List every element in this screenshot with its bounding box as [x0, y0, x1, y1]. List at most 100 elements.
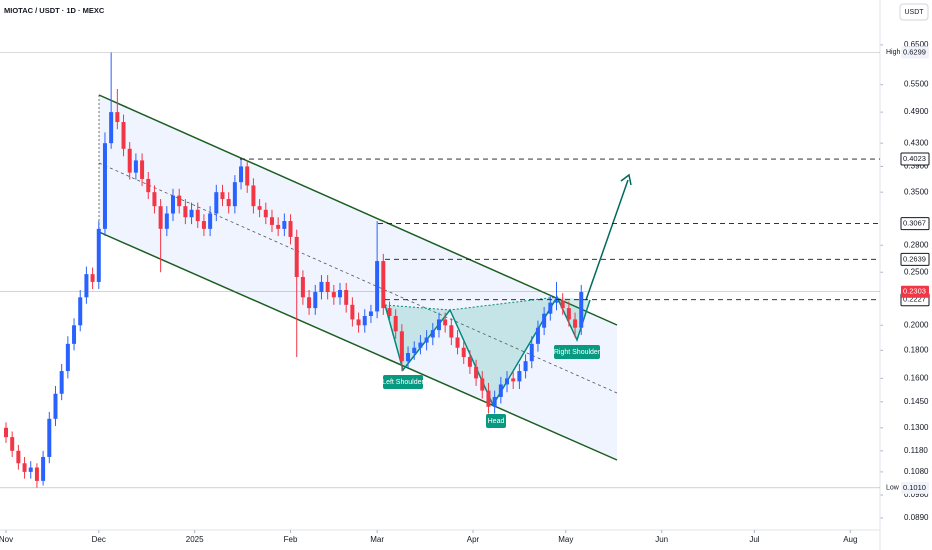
candle-body	[443, 319, 448, 326]
x-tick-label: Apr	[467, 535, 480, 544]
channel-mid	[98, 162, 618, 394]
candle-body	[28, 467, 33, 472]
y-tick-label: 0.1180	[904, 446, 928, 455]
channel-upper	[98, 94, 618, 326]
candle-body	[350, 304, 355, 320]
x-tick-label: Mar	[370, 535, 384, 544]
level-label: 0.2639	[903, 254, 926, 263]
arrow-head	[620, 173, 632, 186]
candle-body	[121, 122, 126, 149]
low-label: Low	[886, 485, 900, 492]
candle-body	[245, 166, 250, 186]
level-label: 0.3067	[903, 219, 926, 228]
currency-button[interactable]	[899, 3, 929, 21]
candle-body	[164, 213, 169, 229]
candle-body	[307, 297, 312, 309]
candle-body	[399, 331, 404, 362]
y-tick-label: 0.1300	[904, 423, 929, 432]
candle-body	[486, 390, 491, 407]
neckline	[384, 296, 558, 311]
candle-body	[96, 228, 101, 282]
candle-body	[158, 206, 163, 229]
candle-body	[102, 143, 107, 229]
candle-body	[418, 342, 423, 348]
candle-body	[288, 221, 293, 237]
y-tick-label: 0.3500	[904, 187, 929, 196]
candle-body	[171, 195, 176, 214]
candle-body	[406, 353, 411, 362]
candle-body	[177, 195, 182, 207]
candle-body	[535, 327, 540, 344]
candle-body	[41, 456, 46, 481]
channel-lower	[98, 231, 618, 461]
candle-body	[282, 221, 287, 229]
candle-body	[59, 371, 64, 394]
candle-body	[189, 209, 194, 218]
candle-body	[368, 311, 373, 316]
high-value: 0.6299	[903, 47, 926, 56]
candle-body	[313, 292, 318, 309]
candle-body	[529, 343, 534, 362]
candle-body	[523, 361, 528, 372]
x-tick-label: Feb	[284, 535, 298, 544]
candle-body	[492, 396, 497, 407]
pattern-fill	[450, 297, 557, 405]
candle-body	[195, 209, 200, 222]
annotation: Head	[488, 418, 505, 425]
candle-body	[10, 437, 15, 451]
candle-body	[548, 302, 553, 314]
y-tick-label: 0.1080	[904, 467, 929, 476]
candle-body	[263, 209, 268, 218]
candle-body	[3, 427, 8, 438]
x-tick-label: 2025	[186, 535, 204, 544]
last-price-label: 0.2303	[903, 287, 926, 296]
candle-body	[566, 308, 571, 320]
candle-body	[467, 357, 472, 367]
drawings	[98, 94, 632, 461]
candle-body	[387, 308, 392, 316]
candle-body	[269, 217, 274, 225]
target-arrow	[585, 179, 629, 301]
low-value: 0.1010	[903, 483, 926, 492]
candle-body	[319, 281, 324, 293]
candle-body	[362, 315, 367, 326]
y-tick-label: 0.6500	[904, 40, 929, 49]
y-tick-label: 0.1450	[904, 397, 929, 406]
candle-body	[505, 378, 510, 385]
candle-body	[579, 292, 584, 328]
candle-body	[436, 319, 441, 331]
x-tick-label: Aug	[843, 535, 857, 544]
candle-body	[430, 330, 435, 338]
x-tick-label: Dec	[92, 535, 106, 544]
y-tick-label: 0.0890	[904, 513, 929, 522]
candle-body	[72, 325, 77, 344]
y-tick-label: 0.2800	[904, 240, 929, 249]
candle-body	[16, 450, 21, 464]
channel-fill	[99, 95, 617, 460]
candle-body	[338, 289, 343, 298]
candle-body	[208, 213, 213, 229]
y-tick-label: 0.2500	[904, 267, 929, 276]
candle-body	[257, 206, 262, 210]
y-tick-label: 0.5500	[904, 80, 929, 89]
candle-body	[325, 281, 330, 293]
candle-body	[331, 292, 336, 298]
y-tick-label: 0.1600	[904, 374, 929, 383]
candle-body	[78, 297, 83, 326]
y-tick-label: 0.0980	[904, 490, 929, 499]
annotation-box	[486, 414, 506, 428]
candle-body	[47, 418, 52, 457]
y-tick-label: 0.1800	[904, 345, 929, 354]
candle-body	[294, 236, 299, 278]
candle-body	[300, 277, 305, 298]
candle-body	[344, 289, 349, 305]
candle-body	[449, 325, 454, 338]
annotation-box	[383, 375, 423, 389]
high-label: High	[886, 49, 901, 56]
annotations: Left Shoulder Head Right Shoulder	[382, 345, 601, 428]
candle-body	[53, 393, 58, 419]
currency[interactable]: USDT	[904, 9, 924, 16]
candle-body	[34, 467, 39, 481]
level-label-box	[900, 152, 930, 166]
